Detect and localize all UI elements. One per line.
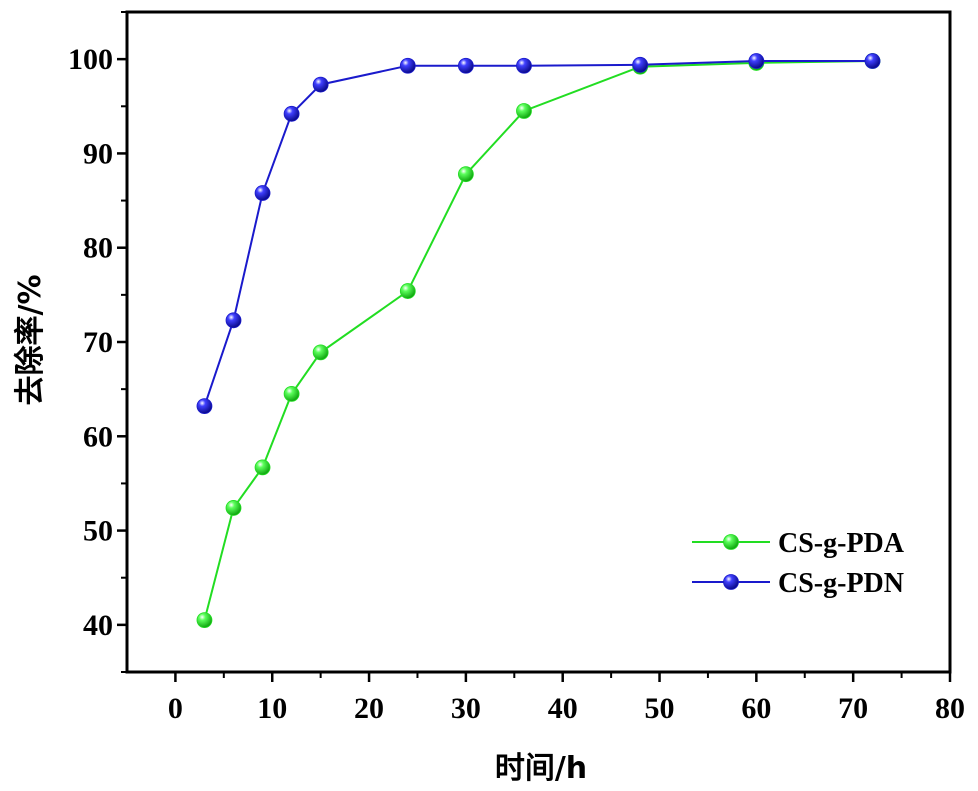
series-layer bbox=[196, 53, 881, 629]
legend-label: CS-g-PDN bbox=[778, 568, 904, 599]
y-tick-label: 100 bbox=[68, 43, 113, 76]
y-tick-label: 40 bbox=[83, 609, 113, 642]
x-tick-label: 80 bbox=[935, 692, 965, 725]
series-CS-g-PDN bbox=[196, 53, 881, 415]
y-tick-label: 80 bbox=[83, 232, 113, 265]
x-axis-title: 时间/h bbox=[495, 751, 587, 786]
data-point bbox=[399, 57, 416, 74]
axes: 0 10 20 30 40 50 60 70 80 40 50 60 70 80 90 100 bbox=[68, 10, 965, 725]
x-tick-label: 20 bbox=[354, 692, 384, 725]
data-point bbox=[225, 500, 242, 516]
y-tick-label: 90 bbox=[83, 137, 113, 170]
y-tick-label: 60 bbox=[83, 420, 113, 453]
legend-marker bbox=[723, 574, 739, 590]
data-point bbox=[457, 57, 474, 74]
data-point bbox=[312, 76, 329, 93]
data-point bbox=[516, 57, 532, 74]
data-point bbox=[225, 312, 242, 329]
data-point bbox=[457, 166, 474, 183]
x-tick-label: 50 bbox=[645, 692, 675, 725]
x-tick-label: 40 bbox=[548, 692, 578, 725]
x-tick-label: 60 bbox=[741, 692, 771, 725]
x-tick-label: 10 bbox=[257, 692, 287, 725]
data-point bbox=[864, 53, 881, 69]
legend-label: CS-g-PDA bbox=[778, 528, 905, 559]
legend: CS-g-PDA CS-g-PDN bbox=[692, 528, 905, 599]
data-point bbox=[312, 344, 329, 361]
data-point bbox=[254, 459, 271, 476]
data-point bbox=[516, 103, 532, 119]
data-point bbox=[283, 385, 300, 402]
y-axis-title: 去除率/% bbox=[13, 274, 48, 405]
series-line bbox=[203, 60, 873, 407]
data-point bbox=[283, 105, 300, 122]
x-tick-label: 30 bbox=[451, 692, 481, 725]
series-line bbox=[203, 60, 873, 621]
x-tick-label: 70 bbox=[838, 692, 868, 725]
data-point bbox=[399, 283, 416, 299]
data-point bbox=[632, 56, 649, 73]
data-point bbox=[196, 612, 213, 629]
legend-marker bbox=[723, 534, 739, 550]
y-tick-label: 70 bbox=[83, 326, 113, 359]
data-point bbox=[748, 53, 765, 69]
data-point bbox=[196, 398, 213, 415]
data-point bbox=[254, 185, 271, 201]
x-tick-label: 0 bbox=[168, 692, 183, 725]
y-tick-label: 50 bbox=[83, 515, 113, 548]
